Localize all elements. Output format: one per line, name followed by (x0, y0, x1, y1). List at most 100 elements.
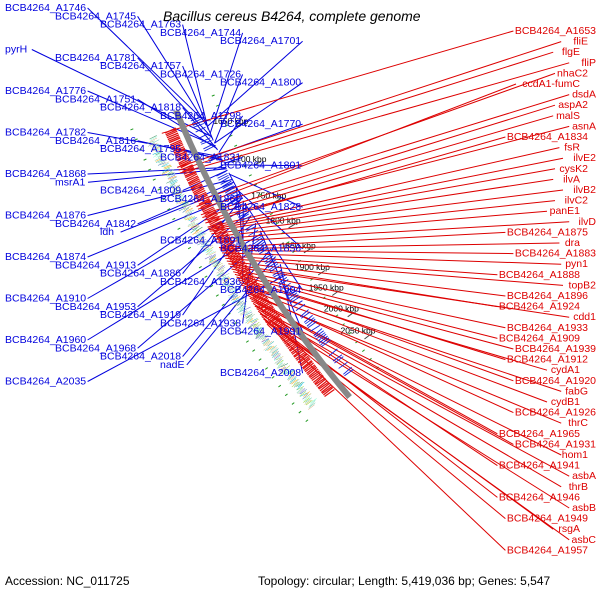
forward-gene-label[interactable]: BCB4264_A1860 (160, 193, 241, 205)
forward-gene-label[interactable]: BCB4264_A1751 (55, 93, 136, 105)
forward-gene-label[interactable]: BCB4264_A1910 (5, 293, 86, 305)
forward-gene-label[interactable]: BCB4264_A1818 (100, 102, 181, 114)
reverse-gene-label[interactable]: fliE (573, 36, 588, 48)
forward-gene-label[interactable]: BCB4264_A1782 (5, 127, 86, 139)
forward-gene-label[interactable]: BCB4264_A1891 (160, 234, 241, 246)
forward-gene-label[interactable]: BCB4264_A1842 (55, 218, 136, 230)
forward-gene-label[interactable]: BCB4264_A1868 (5, 168, 86, 180)
reverse-gene-label[interactable]: ilvC2 (565, 195, 588, 207)
reverse-gene-label[interactable]: ccdA1-fumC (522, 78, 580, 90)
reverse-gene-label[interactable]: cysK2 (559, 163, 588, 175)
reverse-gene-label[interactable]: fsR (564, 142, 580, 154)
reverse-gene-label[interactable]: dsdA (572, 89, 596, 101)
forward-gene-label[interactable]: BCB4264_A2035 (5, 376, 86, 388)
reverse-gene-label[interactable]: BCB4264_A1941 (499, 460, 580, 472)
reverse-gene-feature (308, 368, 319, 378)
reverse-gene-label[interactable]: cdd1 (573, 311, 596, 323)
reverse-gene-feature (261, 303, 273, 312)
forward-gene-label[interactable]: BCB4264_A1936 (160, 276, 241, 288)
reverse-callout-line (203, 125, 570, 221)
reverse-gene-label[interactable]: BCB4264_A1888 (499, 269, 580, 281)
forward-gene-label[interactable]: BCB4264_A1781 (55, 52, 136, 64)
forward-gene-label[interactable]: BCB4264_A1904 (220, 284, 301, 296)
forward-gene-label[interactable]: BCB4264_A1763 (100, 19, 181, 31)
reverse-gene-label[interactable]: dra (565, 237, 580, 249)
forward-gene-label[interactable]: BCB4264_A1801 (220, 160, 301, 172)
reverse-gene-label[interactable]: hom1 (562, 449, 588, 461)
reverse-gene-label[interactable]: rsgA (558, 523, 580, 535)
reverse-gene-label[interactable]: asbA (572, 470, 596, 482)
reverse-gene-label[interactable]: BCB4264_A1949 (507, 513, 588, 525)
reverse-gene-label[interactable]: malS (556, 110, 580, 122)
reverse-gene-label[interactable]: BCB4264_A1653 (515, 25, 596, 37)
forward-gene-label[interactable]: ldh (100, 226, 114, 238)
forward-gene-label[interactable]: BCB4264_A1701 (220, 35, 301, 47)
forward-gene-label[interactable]: msrA1 (55, 176, 85, 188)
forward-gene-label[interactable]: BCB4264_A1960 (5, 334, 86, 346)
forward-gene-label[interactable]: pyrH (5, 44, 27, 56)
forward-gene-label[interactable]: BCB4264_A1856 (220, 243, 301, 255)
reverse-gene-label[interactable]: BCB4264_A1883 (515, 248, 596, 260)
reverse-gene-label[interactable]: BCB4264_A1965 (499, 428, 580, 440)
reverse-gene-label[interactable]: topB2 (569, 279, 597, 291)
reverse-gene-label[interactable]: ilvD (579, 216, 597, 228)
forward-gene-label[interactable]: BCB4264_A1953 (55, 301, 136, 313)
reverse-gene-label[interactable]: BCB4264_A1933 (507, 322, 588, 334)
reverse-gene-label[interactable]: aspA2 (558, 99, 588, 111)
forward-gene-label[interactable]: BCB4264_A1745 (55, 10, 136, 22)
forward-gene-label[interactable]: BCB4264_A1874 (5, 251, 86, 263)
forward-gene-label[interactable]: BCB4264_A1770 (220, 118, 301, 130)
forward-gene-label[interactable]: BCB4264_A1886 (100, 268, 181, 280)
forward-gene-label[interactable]: BCB4264_A1757 (100, 60, 181, 72)
reverse-gene-label[interactable]: BCB4264_A1912 (507, 354, 588, 366)
reverse-gene-label[interactable]: nhaC2 (557, 67, 588, 79)
reverse-gene-label[interactable]: thrB (569, 481, 588, 493)
reverse-gene-label[interactable]: ilvB2 (573, 184, 596, 196)
forward-gene-feature (292, 300, 303, 307)
forward-gene-label[interactable]: BCB4264_A1776 (5, 85, 86, 97)
reverse-gene-label[interactable]: asbC (571, 534, 596, 546)
reverse-gene-label[interactable]: fliP (581, 57, 596, 69)
reverse-gene-label[interactable]: BCB4264_A1946 (499, 491, 580, 503)
forward-gene-label[interactable]: BCB4264_A1809 (100, 185, 181, 197)
reverse-gene-label[interactable]: thrC (568, 417, 588, 429)
forward-gene-label[interactable]: BCB4264_A1798 (160, 110, 241, 122)
reverse-gene-label[interactable]: BCB4264_A1924 (499, 301, 580, 313)
reverse-gene-label[interactable]: panE1 (550, 205, 581, 217)
reverse-gene-label[interactable]: pyn1 (565, 258, 588, 270)
forward-gene-label[interactable]: BCB4264_A1816 (55, 135, 136, 147)
forward-gene-label[interactable]: BCB4264_A2008 (220, 367, 301, 379)
reverse-gene-label[interactable]: asbB (572, 502, 596, 514)
forward-gene-label[interactable]: BCB4264_A1968 (55, 342, 136, 354)
reverse-gene-label[interactable]: BCB4264_A1926 (515, 407, 596, 419)
forward-gene-label[interactable]: nadE (160, 359, 185, 371)
reverse-gene-label[interactable]: BCB4264_A1957 (507, 544, 588, 556)
forward-gene-label[interactable]: BCB4264_A1744 (160, 27, 241, 39)
reverse-gene-label[interactable]: BCB4264_A1939 (515, 343, 596, 355)
forward-gene-label[interactable]: BCB4264_A1876 (5, 210, 86, 222)
forward-gene-label[interactable]: BCB4264_A1726 (160, 68, 241, 80)
reverse-gene-label[interactable]: BCB4264_A1834 (507, 131, 588, 143)
forward-gene-label[interactable]: BCB4264_A1831 (160, 151, 241, 163)
reverse-gene-label[interactable]: BCB4264_A1920 (515, 375, 596, 387)
reverse-gene-label[interactable]: BCB4264_A1896 (507, 290, 588, 302)
reverse-gene-label[interactable]: asnA (572, 120, 596, 132)
reverse-gene-label[interactable]: BCB4264_A1931 (515, 438, 596, 450)
reverse-gene-label[interactable]: fabG (565, 385, 588, 397)
forward-gene-label[interactable]: BCB4264_A1938 (160, 317, 241, 329)
reverse-gene-label[interactable]: ilvE2 (573, 152, 596, 164)
forward-gene-label[interactable]: BCB4264_A2018 (100, 351, 181, 363)
forward-gene-label[interactable]: BCB4264_A1991 (220, 326, 301, 338)
forward-gene-label[interactable]: BCB4264_A1746 (5, 2, 86, 14)
reverse-gene-label[interactable]: BCB4264_A1909 (499, 332, 580, 344)
reverse-gene-label[interactable]: cydB1 (551, 396, 580, 408)
forward-gene-label[interactable]: BCB4264_A1795 (100, 143, 181, 155)
forward-gene-label[interactable]: BCB4264_A1828 (220, 201, 301, 213)
forward-gene-label[interactable]: BCB4264_A1919 (100, 309, 181, 321)
forward-gene-label[interactable]: BCB4264_A1800 (220, 77, 301, 89)
reverse-gene-label[interactable]: flgE (562, 46, 580, 58)
reverse-gene-label[interactable]: ilvA (563, 173, 580, 185)
forward-gene-label[interactable]: BCB4264_A1913 (55, 259, 136, 271)
reverse-gene-label[interactable]: cydA1 (551, 364, 580, 376)
reverse-gene-label[interactable]: BCB4264_A1875 (507, 226, 588, 238)
